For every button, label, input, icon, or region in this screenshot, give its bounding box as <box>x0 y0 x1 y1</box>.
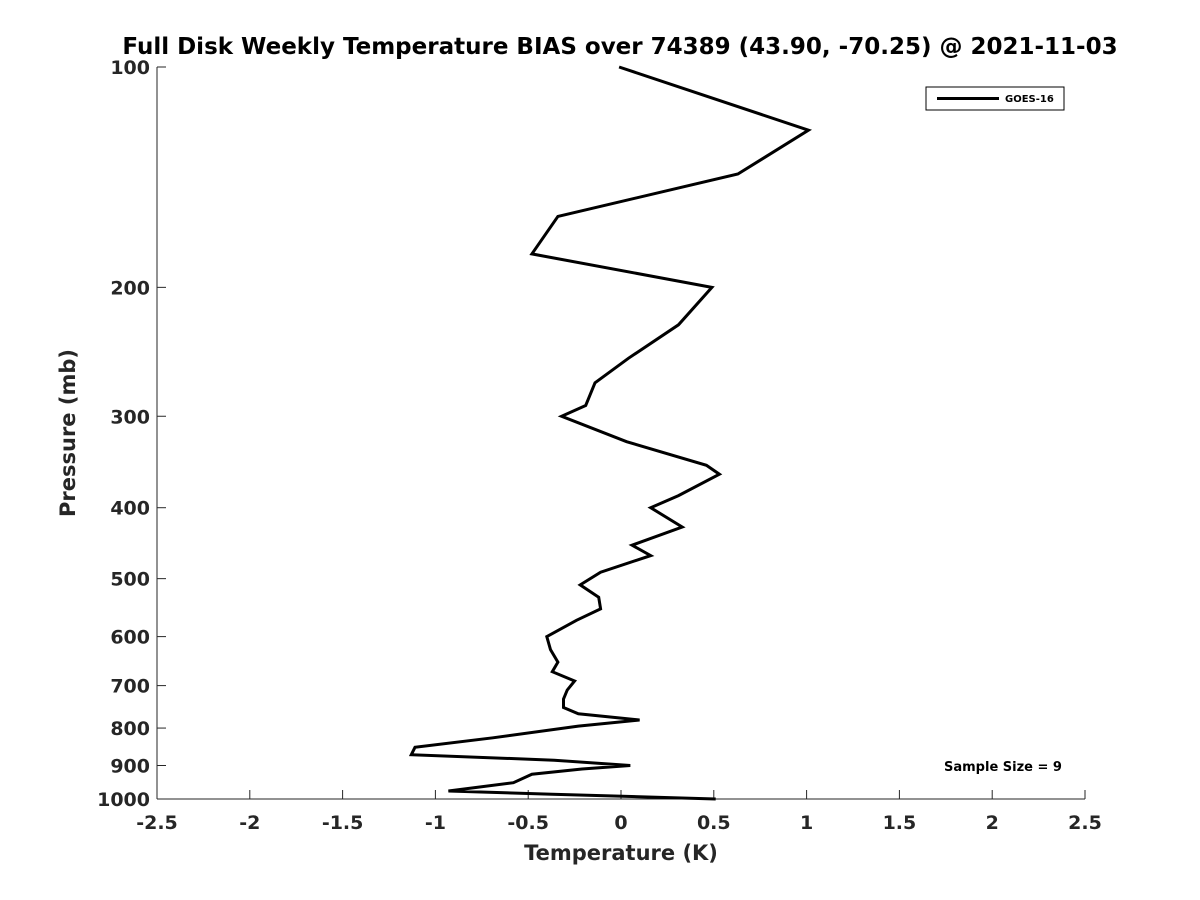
legend-label-goes-16: GOES-16 <box>1005 94 1054 105</box>
plot-area <box>156 67 1085 800</box>
y-tick-label: 200 <box>110 277 150 299</box>
y-tick-label: 500 <box>110 569 150 591</box>
x-tick-label: 1.5 <box>883 812 917 834</box>
series-layer <box>408 65 813 801</box>
y-tick-label: 100 <box>110 57 150 79</box>
x-tick-label: -1 <box>425 812 446 834</box>
x-tick-label: 1 <box>800 812 813 834</box>
y-axis: 100 200 300 400 500 600 700 800 900 1000 <box>97 57 166 811</box>
y-tick-label: 300 <box>110 406 150 428</box>
y-axis-label: Pressure (mb) <box>56 349 80 517</box>
y-tick-label: 700 <box>110 676 150 698</box>
x-tick-label: -1.5 <box>322 812 364 834</box>
x-tick-label: 2 <box>986 812 999 834</box>
sample-size-annotation: Sample Size = 9 <box>944 760 1062 775</box>
x-axis: -2.5 -2 -1.5 -1 -0.5 0 0.5 1 1.5 2 2.5 <box>136 790 1102 834</box>
y-tick-label: 600 <box>110 627 150 649</box>
chart-title: Full Disk Weekly Temperature BIAS over 7… <box>122 34 1117 60</box>
y-tick-label: 800 <box>110 718 150 740</box>
x-axis-label: Temperature (K) <box>524 841 718 865</box>
x-tick-label: 0 <box>614 812 627 834</box>
x-tick-label: 2.5 <box>1068 812 1102 834</box>
y-tick-label: 900 <box>110 756 150 778</box>
y-tick-label: 1000 <box>97 789 150 811</box>
y-tick-label: 400 <box>110 498 150 520</box>
x-tick-label: -2.5 <box>136 812 178 834</box>
legend: GOES-16 <box>925 86 1065 111</box>
x-tick-label: 0.5 <box>697 812 731 834</box>
series-line-goes-16 <box>408 65 813 801</box>
x-tick-label: -0.5 <box>507 812 549 834</box>
x-tick-label: -2 <box>239 812 260 834</box>
